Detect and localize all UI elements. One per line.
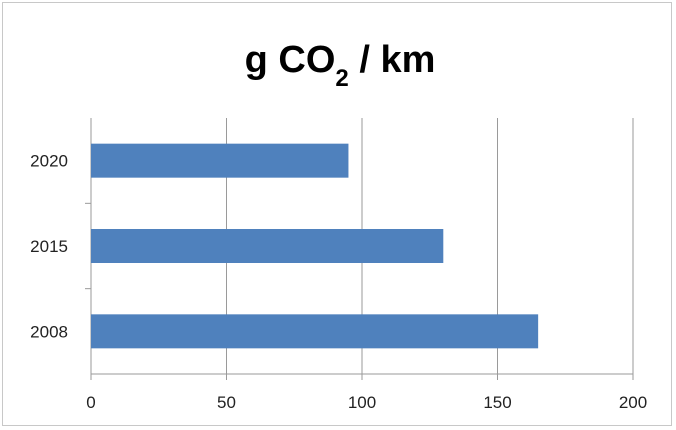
chart-title-suffix: / km: [349, 39, 436, 81]
x-tick-label: 50: [217, 393, 236, 412]
chart-title-subscript: 2: [335, 65, 348, 92]
x-tick-label: 150: [483, 393, 511, 412]
x-tick-label: 0: [86, 393, 95, 412]
bar-2008: [91, 314, 539, 349]
x-tick-label: 200: [619, 393, 647, 412]
chart-title-prefix: g CO: [245, 39, 336, 81]
x-tick-label: 100: [348, 393, 376, 412]
plot-area: 0 50 100 150 200 2020 2015 2008: [30, 118, 647, 412]
bar-2015: [91, 229, 444, 263]
chart-title: g CO2 / km: [245, 39, 436, 92]
bar-2020: [91, 143, 349, 178]
y-tick-label: 2008: [30, 322, 68, 341]
y-tick-label: 2015: [30, 237, 68, 256]
y-tick-label: 2020: [30, 152, 68, 171]
chart-frame: [2, 2, 672, 426]
